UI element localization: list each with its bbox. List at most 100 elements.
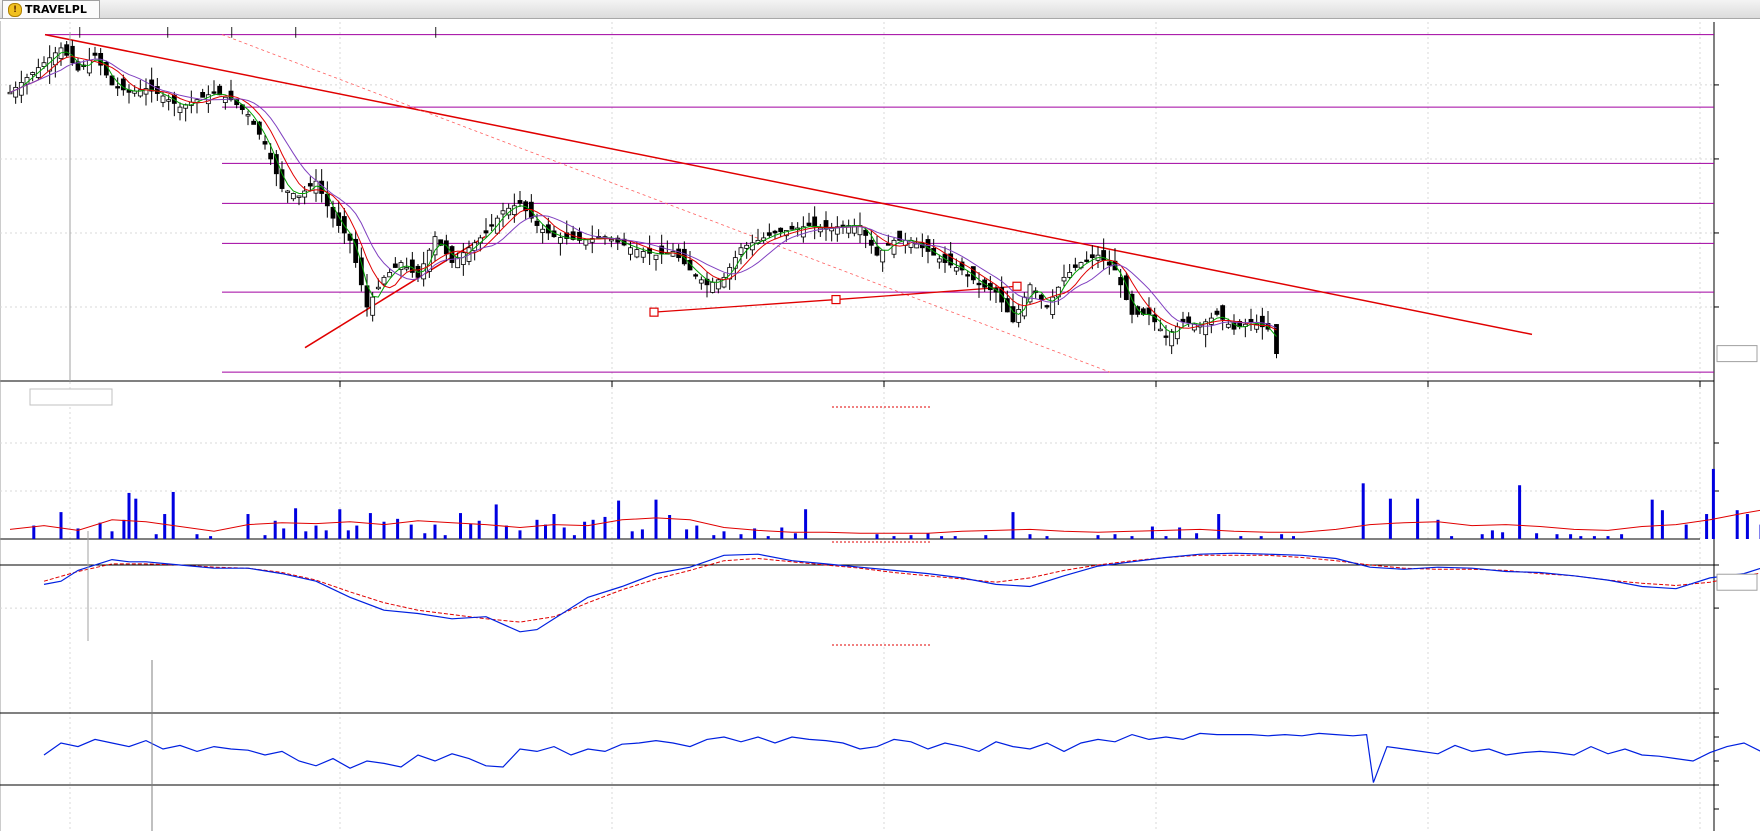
candle-body (583, 239, 589, 246)
volume-bar (766, 536, 770, 539)
candle-body (1123, 275, 1129, 300)
candle-body (738, 247, 744, 255)
candle-body (273, 154, 279, 175)
volume-bar (1045, 536, 1049, 539)
volume-bar (1735, 510, 1739, 539)
candle-body (177, 106, 183, 113)
volume-bar (154, 534, 158, 539)
volume-bar (409, 524, 413, 539)
candle-body (948, 253, 954, 266)
volume-bar (459, 513, 462, 539)
candle-body (13, 86, 19, 98)
candle-body (766, 232, 772, 236)
candle-body (86, 59, 92, 74)
header-separator: | (434, 26, 438, 38)
volume-bar (469, 523, 473, 539)
candle-body (483, 230, 489, 234)
candle-body (628, 247, 633, 255)
candle-body (1220, 305, 1226, 320)
volume-bar (695, 525, 699, 539)
candle-body (381, 276, 387, 285)
volume-bar (423, 533, 427, 539)
candle-body (1231, 322, 1237, 330)
volume-bar (163, 514, 167, 539)
volume-bar (433, 524, 437, 539)
tab-label: TRAVELPL (25, 3, 87, 16)
rsi-line (43, 732, 1760, 783)
candle-body (370, 296, 376, 316)
candle-body (897, 230, 903, 241)
volume-bar (273, 520, 277, 539)
volume-bar (246, 514, 250, 539)
candle-body (290, 193, 296, 200)
candle-body (205, 94, 211, 105)
volume-bar (1606, 536, 1610, 539)
volume-bar (134, 498, 138, 539)
candle-body (914, 243, 920, 249)
volume-bar (263, 535, 267, 539)
candle-body (449, 246, 455, 263)
volume-bar (1579, 536, 1583, 539)
candle-body (698, 279, 704, 284)
volume-bar (640, 529, 644, 539)
candle-body (577, 231, 582, 241)
header-separator: | (230, 26, 234, 38)
candle-body (375, 286, 381, 290)
candle-body (789, 225, 795, 230)
candle-body (404, 267, 410, 270)
volume-bar (712, 535, 716, 539)
volume-bar (504, 525, 508, 539)
volume-bar (953, 536, 957, 539)
line-handle (831, 294, 841, 305)
candle-body (812, 216, 818, 228)
candle-body (1072, 264, 1078, 268)
volume-bar (1280, 534, 1284, 539)
volume-bar (1011, 512, 1015, 539)
volume-bar (1361, 483, 1365, 539)
candle-body (1174, 326, 1180, 340)
volume-bar (685, 529, 689, 539)
volume-bar (1620, 534, 1624, 539)
candle-body (1106, 261, 1112, 266)
candle-body (1274, 324, 1279, 355)
candle-body (313, 180, 319, 194)
volume-bar (926, 533, 930, 539)
candle-body (307, 183, 313, 187)
candle-body (285, 190, 291, 193)
volume-bar (338, 509, 342, 539)
candle-body (953, 267, 959, 272)
chart-grid (0, 21, 1715, 831)
candle-body (1203, 321, 1209, 336)
candle-body (245, 114, 251, 117)
candle-body (965, 274, 971, 277)
volume-bar (1292, 536, 1295, 539)
candle-body (30, 72, 36, 76)
volume-bar (739, 534, 743, 539)
volume-bar (1239, 536, 1243, 539)
chart-tab[interactable]: ! TRAVELPL (2, 0, 100, 18)
volume-bar (940, 536, 944, 539)
candle-body (432, 236, 438, 256)
candle-body (1084, 259, 1090, 262)
volume-bar (1096, 535, 1100, 539)
candle-body (640, 251, 646, 258)
volume-bar (793, 533, 797, 539)
volume-bar (617, 500, 621, 539)
candle-body (1050, 296, 1056, 315)
volume-bar (1480, 534, 1484, 539)
volume-bar (630, 531, 634, 539)
candle-body (166, 99, 172, 102)
candle-body (749, 242, 755, 251)
candle-body (715, 279, 721, 290)
candle-body (154, 86, 160, 94)
candle-body (1259, 315, 1265, 328)
volume-bar (544, 524, 547, 539)
candle-body (364, 285, 370, 308)
candle-body (160, 95, 166, 103)
volume-bar (1388, 498, 1392, 539)
candle-body (976, 282, 982, 286)
volume-bar (1501, 532, 1505, 539)
candle-body (834, 226, 840, 235)
candle-body (302, 190, 308, 198)
ma-mid-line (9, 55, 1277, 331)
